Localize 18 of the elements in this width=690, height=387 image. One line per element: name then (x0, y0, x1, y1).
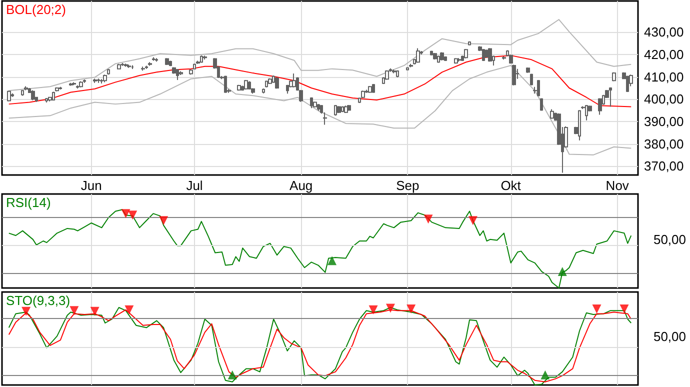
x-tick-label: Jun (80, 178, 102, 193)
y-tick-label: 390,00 (644, 114, 684, 129)
text: 50,00 (653, 232, 686, 247)
y-tick-label: 420,00 (644, 47, 684, 62)
chart-title: RSI(14) (6, 195, 51, 210)
chart-title: STO(9,3,3) (6, 293, 70, 308)
chart-title: BOL(20;2) (6, 2, 66, 17)
x-tick-label: Okt (500, 178, 522, 193)
y-tick-label: 400,00 (644, 92, 684, 107)
x-tick-label: Nov (606, 178, 630, 193)
text: 50,00 (653, 329, 686, 344)
y-tick-label: 380,00 (644, 136, 684, 152)
x-tick-label: Jul (186, 178, 203, 193)
x-tick-label: Sep (396, 178, 420, 193)
y-tick-label: 410,00 (644, 69, 684, 84)
x-tick-label: Aug (290, 178, 313, 193)
y-tick-label: 430,00 (644, 24, 684, 40)
y-tick-label: 370,00 (644, 158, 684, 174)
